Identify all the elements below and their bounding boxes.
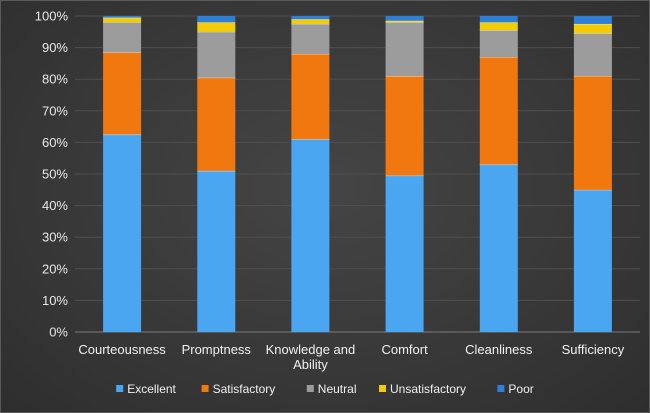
bar-courteousness-satisfactory — [103, 52, 142, 135]
bar-knowledge-and-ability-poor — [291, 16, 330, 20]
y-tick-label: 10% — [42, 293, 68, 308]
bar-sufficiency-unsatisfactory — [573, 23, 612, 34]
bar-cleanliness-unsatisfactory — [479, 22, 518, 31]
x-tick-label: Courteousness — [78, 342, 166, 357]
y-tick-label: 100% — [35, 9, 69, 24]
bar-comfort-neutral — [385, 22, 424, 76]
bar-sufficiency-excellent — [573, 189, 612, 332]
bar-promptness-poor — [197, 16, 236, 23]
bar-courteousness-neutral — [103, 22, 142, 53]
bar-cleanliness-poor — [479, 16, 518, 23]
bar-knowledge-and-ability-unsatisfactory — [291, 19, 330, 24]
x-tick-label: Knowledge and Ability — [266, 342, 356, 372]
y-tick-label: 60% — [42, 135, 68, 150]
bar-cleanliness-neutral — [479, 30, 518, 58]
bar-comfort-poor — [385, 16, 424, 21]
y-tick-label: 90% — [42, 40, 68, 55]
bar-comfort-excellent — [385, 175, 424, 332]
bar-cleanliness-satisfactory — [479, 57, 518, 165]
bar-sufficiency-satisfactory — [573, 76, 612, 190]
legend-swatch-satisfactory — [201, 385, 209, 392]
y-tick-label: 30% — [42, 230, 68, 245]
bar-comfort-satisfactory — [385, 76, 424, 176]
bar-knowledge-and-ability-satisfactory — [291, 53, 330, 140]
legend-swatch-poor — [497, 385, 505, 392]
y-tick-label: 20% — [42, 261, 68, 276]
legend-label-excellent: Excellent — [127, 382, 176, 396]
y-tick-label: 70% — [42, 103, 68, 118]
x-tick-label: Sufficiency — [562, 342, 625, 357]
bar-promptness-neutral — [197, 31, 236, 78]
x-tick-label: Comfort — [381, 342, 428, 357]
bar-promptness-excellent — [197, 170, 236, 332]
bar-courteousness-unsatisfactory — [103, 17, 142, 23]
legend-swatch-unsatisfactory — [379, 385, 386, 392]
y-tick-label: 80% — [42, 72, 68, 87]
bar-promptness-satisfactory — [197, 77, 236, 171]
legend-label-poor: Poor — [508, 382, 533, 396]
y-tick-label: 50% — [42, 167, 68, 182]
legend-label-satisfactory: Satisfactory — [213, 382, 276, 396]
bar-knowledge-and-ability-neutral — [291, 23, 330, 54]
legend-label-unsatisfactory: Unsatisfactory — [390, 382, 466, 396]
bar-courteousness-poor — [103, 16, 142, 18]
legend-swatch-neutral — [306, 385, 314, 392]
x-tick-label: Cleanliness — [465, 342, 533, 357]
bar-knowledge-and-ability-excellent — [291, 139, 330, 332]
bar-cleanliness-excellent — [479, 164, 518, 332]
x-tick-label: Promptness — [182, 342, 252, 357]
y-tick-label: 40% — [42, 198, 68, 213]
bar-sufficiency-poor — [573, 16, 612, 24]
y-tick-label: 0% — [49, 325, 68, 340]
legend-swatch-excellent — [116, 385, 124, 392]
bar-courteousness-excellent — [103, 134, 142, 332]
legend-label-neutral: Neutral — [318, 382, 357, 396]
bar-promptness-unsatisfactory — [197, 22, 236, 32]
bar-comfort-unsatisfactory — [385, 20, 424, 23]
bar-sufficiency-neutral — [573, 33, 612, 77]
